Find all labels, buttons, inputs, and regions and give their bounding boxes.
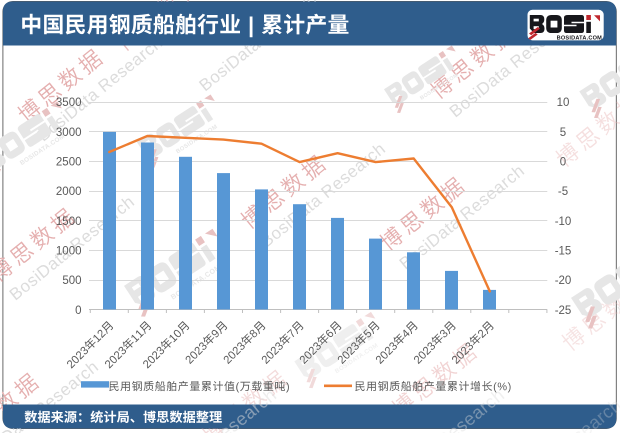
svg-text:5: 5 <box>560 127 566 139</box>
svg-text:3500: 3500 <box>56 97 82 109</box>
svg-text:0: 0 <box>560 157 566 169</box>
svg-text:BOSIDATA.COM: BOSIDATA.COM <box>557 35 603 41</box>
svg-text:-20: -20 <box>555 275 572 287</box>
svg-text:2000: 2000 <box>56 186 82 198</box>
svg-text:10: 10 <box>557 97 570 109</box>
svg-text:2500: 2500 <box>56 157 82 169</box>
svg-text:1000: 1000 <box>56 246 82 258</box>
svg-text:0: 0 <box>75 305 81 317</box>
svg-text:-10: -10 <box>555 216 572 228</box>
svg-text:-5: -5 <box>558 186 568 198</box>
svg-text:-15: -15 <box>555 246 572 258</box>
svg-text:500: 500 <box>62 275 81 287</box>
svg-text:3000: 3000 <box>56 127 82 139</box>
svg-text:-25: -25 <box>555 305 572 317</box>
svg-text:1500: 1500 <box>56 216 82 228</box>
